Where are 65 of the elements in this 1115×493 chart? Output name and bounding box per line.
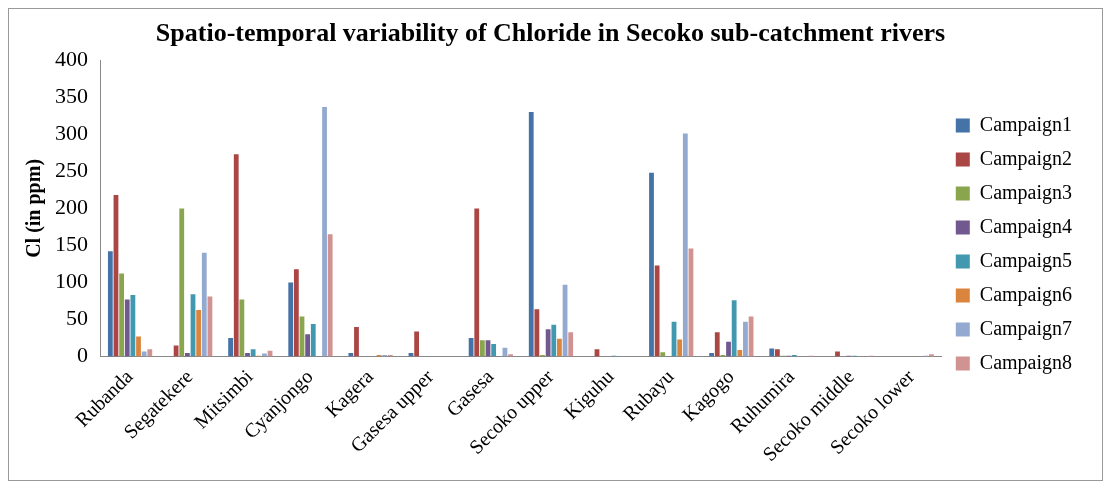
bar (677, 339, 683, 357)
chart-title: Spatio-temporal variability of Chloride in Secoko sub-catchment rivers (155, 18, 946, 48)
bar (147, 349, 153, 357)
bar (654, 265, 660, 357)
legend-label: Campaign2 (979, 146, 1073, 170)
bar (136, 336, 141, 357)
bar (196, 309, 202, 357)
y-tick-label: 300 (55, 120, 88, 146)
bar (322, 106, 327, 357)
bar (305, 334, 311, 357)
y-tick-label: 100 (55, 268, 88, 294)
bar (179, 208, 185, 357)
bar (929, 354, 934, 357)
bar (119, 273, 124, 357)
bar (414, 331, 420, 357)
bar (491, 343, 497, 357)
bar (479, 340, 485, 357)
bar (107, 251, 113, 357)
bar (130, 295, 136, 357)
bar (649, 172, 654, 357)
bar (528, 112, 534, 357)
bar (682, 133, 688, 357)
y-tick-label: 350 (55, 83, 88, 109)
bar (557, 338, 562, 357)
bar (310, 323, 316, 357)
bar (233, 154, 239, 357)
legend-label: Campaign5 (979, 248, 1073, 272)
bar (769, 348, 775, 357)
bar (141, 351, 147, 357)
bar (201, 252, 207, 357)
bar (354, 326, 359, 357)
legend-label: Campaign4 (979, 214, 1073, 238)
y-tick-label: 50 (66, 305, 88, 331)
legend-label: Campaign8 (979, 350, 1073, 374)
bar (731, 300, 737, 357)
bar (474, 208, 480, 357)
bar (726, 341, 731, 357)
legend-label: Campaign3 (979, 180, 1073, 204)
legend-label: Campaign7 (979, 316, 1073, 340)
legend-label: Campaign6 (979, 282, 1073, 306)
bar (239, 299, 245, 357)
bar (737, 349, 743, 357)
bar (660, 352, 666, 357)
bar (743, 321, 748, 357)
bar (835, 351, 840, 357)
bar (293, 269, 299, 357)
bar (774, 349, 780, 357)
bar (250, 349, 256, 357)
bar (508, 354, 513, 357)
bar (288, 282, 294, 357)
bar (714, 332, 720, 357)
legend-label: Campaign1 (979, 112, 1073, 136)
y-tick-label: 0 (77, 342, 88, 368)
bar (124, 299, 130, 357)
y-tick-label: 150 (55, 231, 88, 257)
bar (228, 338, 233, 357)
y-tick-label: 200 (55, 194, 88, 220)
bar (551, 324, 557, 357)
bar (545, 329, 551, 357)
bar (534, 309, 540, 357)
bar (327, 234, 333, 357)
bar (568, 332, 574, 357)
y-tick-label: 400 (55, 45, 88, 71)
y-tick-label: 250 (55, 157, 88, 183)
y-axis-title: Cl (in ppm) (22, 158, 46, 258)
